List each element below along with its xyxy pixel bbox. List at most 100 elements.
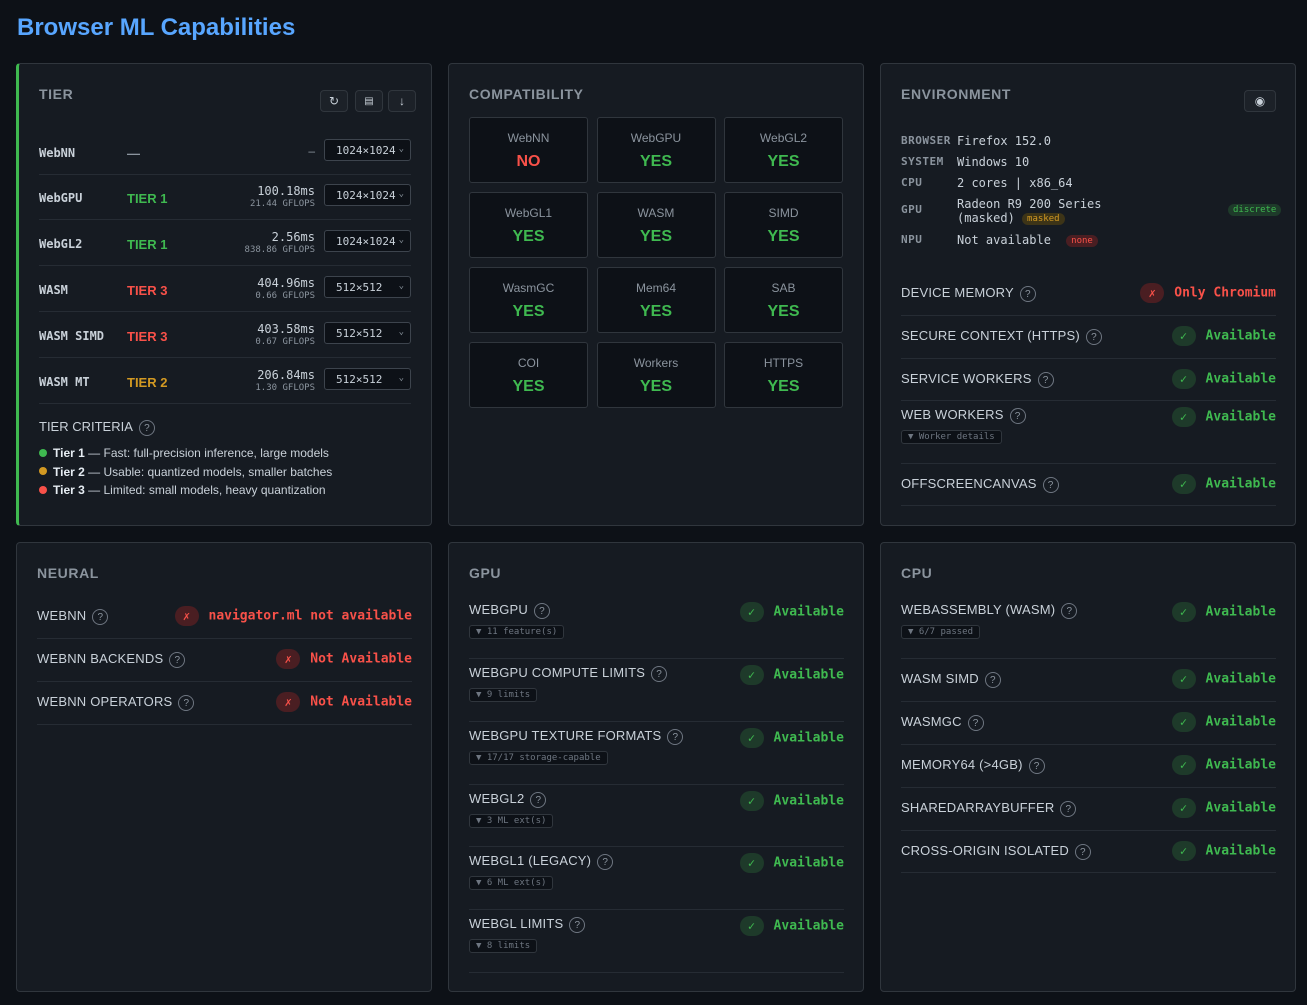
tier-criteria-desc: — Limited: small models, heavy quantizat… (88, 483, 326, 497)
feature-label: SERVICE WORKERS (901, 371, 1032, 386)
feature-row: WEBGPU? ▼ 11 feature(s) ✓ Available (469, 595, 844, 659)
feature-name: WASM SIMD? (901, 671, 1001, 688)
feature-label: WEBGL2 (469, 791, 525, 806)
save-icon: ▤ (364, 95, 374, 107)
matrix-size-select[interactable]: 512×512 ⌄ (324, 322, 411, 344)
help-icon[interactable]: ? (530, 791, 547, 808)
help-icon[interactable]: ? (169, 651, 186, 668)
feature-name: SECURE CONTEXT (HTTPS)? (901, 328, 1102, 345)
details-toggle[interactable]: ▼ 11 feature(s) (469, 625, 565, 639)
environment-card: ENVIRONMENT ◉ BROWSER Firefox 152.0 SYSTE… (880, 63, 1296, 526)
feature-name: WEB WORKERS? (901, 407, 1026, 424)
save-button[interactable]: ▤ (355, 90, 383, 112)
status-dot-icon (39, 485, 47, 494)
help-icon[interactable]: ? (569, 916, 586, 933)
help-icon[interactable]: ? (967, 714, 984, 731)
help-icon[interactable]: ? (1085, 328, 1102, 345)
help-icon[interactable]: ? (1019, 285, 1036, 302)
help-icon[interactable]: ? (667, 728, 684, 745)
tier-row-time: 403.58ms (257, 322, 315, 336)
env-gpu: GPU Radeon R9 200 Series (masked) masked (901, 197, 1102, 225)
details-toggle[interactable]: ▼ 8 limits (469, 939, 538, 953)
check-icon: ✓ (1171, 841, 1196, 861)
feature-name: WEBGPU TEXTURE FORMATS? (469, 728, 684, 745)
matrix-size-select[interactable]: 512×512 ⌄ (324, 368, 411, 390)
gpu-card: GPU WEBGPU? ▼ 11 feature(s) ✓ Available WEBG… (448, 542, 864, 992)
download-button[interactable]: ↓ (388, 90, 416, 112)
feature-status: ✓ Available (1171, 474, 1276, 494)
feature-status-text: Available (1205, 409, 1276, 425)
details-toggle[interactable]: ▼ 17/17 storage-capable (469, 751, 608, 765)
feature-label: WEB WORKERS (901, 407, 1004, 422)
compat-cell-label: COI (517, 356, 540, 370)
chevron-down-icon: ⌄ (398, 189, 404, 199)
help-icon[interactable]: ? (1009, 407, 1026, 424)
help-icon[interactable]: ? (178, 694, 195, 711)
check-icon: ✓ (1171, 602, 1196, 622)
matrix-size-value: 512×512 (336, 327, 383, 340)
tier-row-gflops: 838.86 GFLOPS (244, 245, 315, 255)
matrix-size-value: 1024×1024 (336, 189, 396, 202)
help-icon[interactable]: ? (1037, 371, 1054, 388)
details-toggle[interactable]: ▼ 6 ML ext(s) (469, 876, 554, 890)
compat-cell: WebGL2 YES (724, 117, 843, 183)
help-icon[interactable]: ? (597, 853, 614, 870)
feature-status: ✓ Available (739, 916, 844, 936)
compat-cell: SIMD YES (724, 192, 843, 258)
matrix-size-select[interactable]: 1024×1024 ⌄ (324, 230, 411, 252)
feature-row: WEBGPU TEXTURE FORMATS? ▼ 17/17 storage-c… (469, 721, 844, 785)
feature-row: SERVICE WORKERS? ✓ Available (901, 358, 1276, 401)
feature-label: OFFSCREENCANVAS (901, 476, 1037, 491)
help-icon[interactable]: ? (533, 602, 550, 619)
chevron-down-icon: ⌄ (398, 281, 404, 291)
tier-row-tier: — (127, 146, 140, 161)
compat-cell: WebGL1 YES (469, 192, 588, 258)
tier-criteria-item: Tier 1 — Fast: full-precision inference,… (39, 446, 329, 460)
feature-label: SECURE CONTEXT (HTTPS) (901, 328, 1080, 343)
feature-status: ✓ Available (1171, 669, 1276, 689)
matrix-size-select[interactable]: 512×512 ⌄ (324, 276, 411, 298)
help-icon[interactable]: ? (1028, 757, 1045, 774)
help-icon[interactable]: ? (138, 419, 155, 436)
compat-cell: WebNN NO (469, 117, 588, 183)
help-icon[interactable]: ? (1061, 602, 1078, 619)
check-icon: ✓ (1171, 755, 1196, 775)
tier-row: WASM SIMD TIER 3 403.58ms 0.67 GFLOPS 512×51… (39, 311, 411, 358)
tier-criteria-label: Tier 2 (53, 464, 85, 479)
feature-name: CROSS-ORIGIN ISOLATED? (901, 843, 1091, 860)
refresh-button[interactable]: ↻ (320, 90, 348, 112)
feature-name: WEBGL LIMITS? (469, 916, 586, 933)
toggle-visibility-button[interactable]: ◉ (1244, 90, 1276, 112)
feature-row: WEBNN OPERATORS? ✗ Not Available (37, 681, 412, 725)
help-icon[interactable]: ? (1060, 800, 1077, 817)
details-toggle[interactable]: ▼ 3 ML ext(s) (469, 814, 554, 828)
compat-cell-value: YES (639, 378, 672, 395)
matrix-size-select[interactable]: 1024×1024 ⌄ (324, 139, 411, 161)
feature-name: SHAREDARRAYBUFFER? (901, 800, 1077, 817)
compat-cell-label: SIMD (768, 206, 799, 220)
details-toggle[interactable]: ▼ 6/7 passed (901, 625, 981, 639)
feature-label: WEBGPU TEXTURE FORMATS (469, 728, 662, 743)
feature-status-text: Available (773, 793, 844, 809)
help-icon[interactable]: ? (1042, 476, 1059, 493)
help-icon[interactable]: ? (651, 665, 668, 682)
env-browser: BROWSER Firefox 152.0 (901, 134, 1051, 148)
tier-row-gflops: 21.44 GFLOPS (249, 199, 315, 209)
tier-row-name: WASM MT (39, 375, 90, 389)
compat-cell-value: YES (767, 153, 800, 170)
tier-row-time: 100.18ms (257, 184, 315, 198)
feature-status-text: navigator.ml not available (208, 608, 413, 624)
details-toggle[interactable]: ▼ 9 limits (469, 688, 538, 702)
compat-cell-value: YES (512, 303, 545, 320)
details-toggle[interactable]: ▼ Worker details (901, 430, 1002, 444)
help-icon[interactable]: ? (92, 608, 109, 625)
feature-row: WEBGL LIMITS? ▼ 8 limits ✓ Available (469, 909, 844, 973)
compat-cell-label: WebGL1 (504, 206, 553, 220)
matrix-size-select[interactable]: 1024×1024 ⌄ (324, 184, 411, 206)
feature-name: MEMORY64 (>4GB)? (901, 757, 1045, 774)
help-icon[interactable]: ? (1074, 843, 1091, 860)
feature-status-text: Available (773, 604, 844, 620)
help-icon[interactable]: ? (984, 671, 1001, 688)
check-icon: ✓ (739, 791, 764, 811)
tier-card-title: TIER (39, 86, 74, 102)
